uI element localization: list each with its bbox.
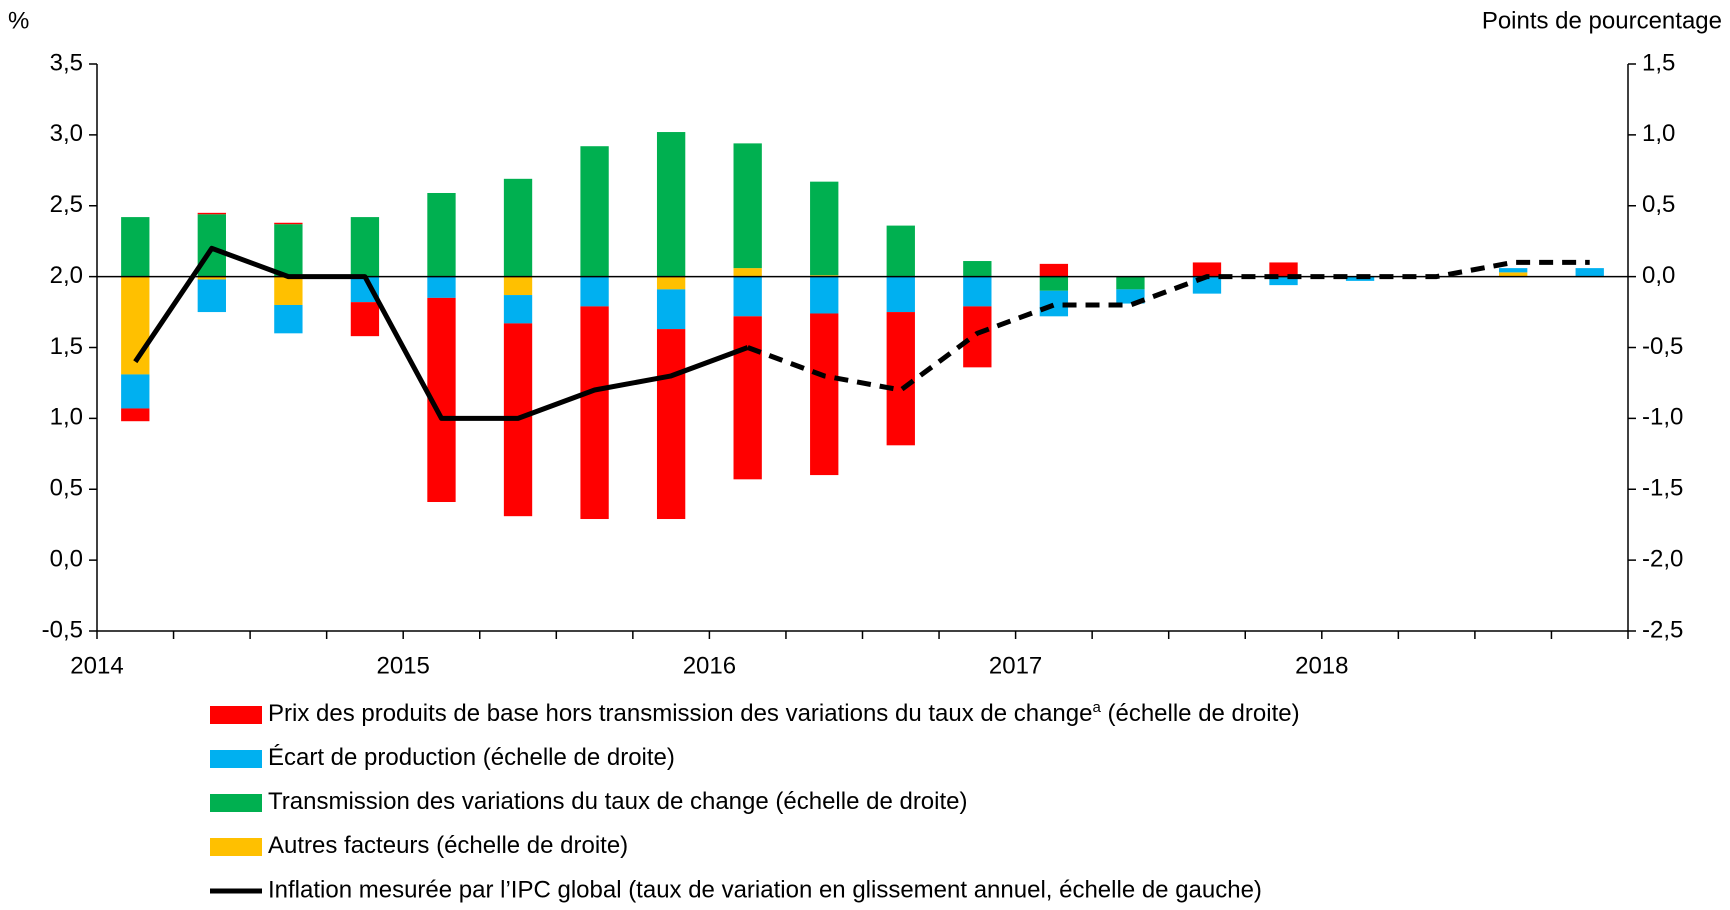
- bar-segment: [1269, 262, 1298, 277]
- bar-segment: [1499, 272, 1528, 277]
- y-tick-label: 3,0: [50, 120, 83, 147]
- legend-name: Autres facteurs (échelle de droite): [268, 832, 628, 859]
- bar-segment: [121, 217, 150, 277]
- bar-segment: [580, 276, 609, 307]
- y2-tick-label: -2,5: [1642, 616, 1683, 643]
- bar-segment: [886, 312, 915, 446]
- bar-segment: [656, 329, 686, 520]
- legend-label: Transmission des variations du taux de c…: [268, 788, 968, 815]
- x-tick-label: 2017: [989, 652, 1042, 679]
- legend-label: Autres facteurs (échelle de droite): [268, 832, 628, 859]
- y-tick-label: -0,5: [42, 616, 83, 643]
- y-tick-label: 2,5: [50, 191, 83, 218]
- line-projection: [746, 259, 1590, 393]
- y-tick-label: 0,0: [50, 545, 83, 572]
- legend-swatch: [210, 750, 262, 768]
- bar-segment: [580, 146, 609, 277]
- legend-swatch: [210, 706, 262, 724]
- y2-tick-label: 1,5: [1642, 49, 1675, 76]
- y2-tick-label: -1,0: [1642, 404, 1683, 431]
- x-tick-label: 2016: [683, 652, 736, 679]
- y-tick-label: 3,5: [50, 49, 83, 76]
- bar-segment: [503, 178, 533, 277]
- bar-segment: [810, 181, 839, 276]
- bar-segment: [963, 261, 992, 277]
- y2-tick-label: 0,0: [1642, 262, 1675, 289]
- legend-swatch: [210, 838, 262, 856]
- bar-segment: [274, 222, 303, 225]
- bar-segment: [427, 276, 456, 298]
- y-tick-label: 1,5: [50, 333, 83, 360]
- bar-segment: [656, 289, 686, 330]
- bar-segment: [197, 279, 226, 313]
- bar-segment: [1116, 276, 1145, 290]
- bar-segment: [274, 224, 303, 277]
- legend-swatch: [210, 794, 262, 812]
- bar-segment: [733, 268, 762, 277]
- bar-segment: [1039, 263, 1069, 277]
- x-tick-label: 2018: [1295, 652, 1348, 679]
- x-tick-label: 2015: [377, 652, 430, 679]
- bar-segment: [1039, 276, 1069, 291]
- bar-segment: [733, 143, 762, 269]
- bar-segment: [427, 192, 456, 277]
- bar-segment: [656, 276, 686, 290]
- legend-name: Transmission des variations du taux de c…: [268, 788, 968, 815]
- legend-sup: a: [1092, 699, 1101, 716]
- legend-name: Prix des produits de base hors transmiss…: [268, 700, 1092, 727]
- legend-label: Écart de production (échelle de droite): [268, 744, 675, 771]
- bar-segment: [733, 276, 762, 317]
- bar-segment: [886, 276, 915, 313]
- bar-segment: [350, 217, 380, 277]
- bar-segment: [656, 132, 686, 277]
- bar-segment: [197, 212, 226, 215]
- bar-segment: [1192, 262, 1222, 277]
- bar-segment: [810, 276, 839, 314]
- y2-axis-label: Points de pourcentage: [1482, 7, 1722, 34]
- y2-tick-label: -1,5: [1642, 475, 1683, 502]
- bar-segment: [503, 295, 533, 324]
- line: [133, 245, 749, 421]
- legend-label: Prix des produits de base hors transmiss…: [268, 699, 1300, 727]
- bar-segment: [1575, 268, 1604, 277]
- bar-segment: [121, 374, 150, 409]
- legend-name: Écart de production (échelle de droite): [268, 744, 675, 771]
- bar-segment: [197, 276, 226, 280]
- y-tick-label: 1,0: [50, 404, 83, 431]
- bar-segment: [963, 276, 992, 307]
- y2-tick-label: 0,5: [1642, 191, 1675, 218]
- bar-segment: [963, 306, 992, 368]
- bar-segment: [810, 313, 839, 476]
- x-tick-label: 2014: [70, 652, 123, 679]
- y2-tick-label: -0,5: [1642, 333, 1683, 360]
- y2-tick-label: 1,0: [1642, 120, 1675, 147]
- bar-segment: [121, 408, 150, 422]
- bar-segment: [274, 304, 303, 334]
- bar-segment: [274, 276, 303, 305]
- y-tick-label: 2,0: [50, 262, 83, 289]
- bar-segment: [350, 302, 380, 337]
- bar-segment: [580, 306, 609, 520]
- y2-tick-label: -2,0: [1642, 545, 1683, 572]
- legend-label: Inflation mesurée par l’IPC global (taux…: [268, 876, 1262, 903]
- y-tick-label: 0,5: [50, 475, 83, 502]
- legend-suffix: (échelle de droite): [1101, 700, 1300, 727]
- bar-segment: [503, 276, 533, 296]
- bar-segment: [1499, 268, 1528, 273]
- bar-segment: [886, 225, 915, 277]
- y-axis-label: %: [8, 7, 29, 34]
- bar-segment: [1269, 276, 1298, 286]
- bar-segment: [733, 316, 762, 480]
